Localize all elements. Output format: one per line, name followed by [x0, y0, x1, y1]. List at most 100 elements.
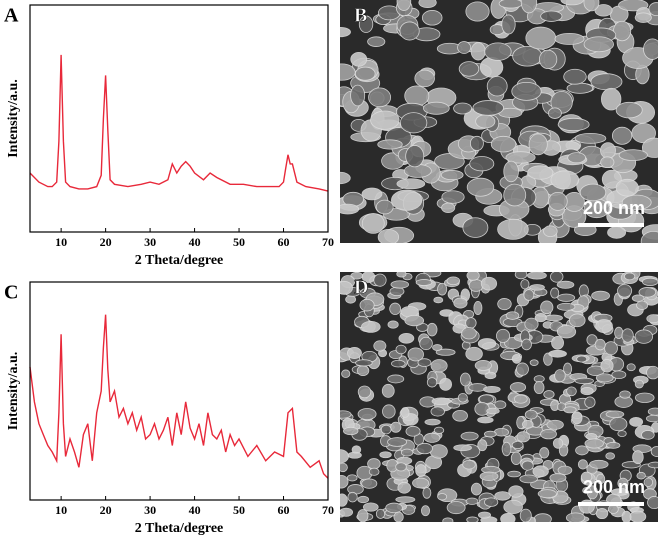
particle	[497, 218, 529, 240]
panel-label: D	[354, 277, 368, 299]
particle	[613, 20, 632, 42]
particle	[640, 230, 658, 243]
particle	[385, 502, 403, 514]
particle	[477, 416, 494, 424]
particle	[442, 517, 454, 522]
particle	[503, 183, 527, 207]
particle	[387, 374, 405, 384]
particle	[375, 508, 386, 519]
particle	[631, 294, 645, 302]
particle	[524, 409, 538, 420]
particle	[459, 372, 471, 387]
particle	[356, 365, 370, 377]
x-tick-label: 10	[55, 503, 67, 517]
particle	[594, 338, 606, 351]
particle	[340, 280, 353, 295]
panel-label: C	[4, 282, 18, 304]
particle	[527, 165, 554, 180]
particle	[340, 507, 354, 517]
panel-label: B	[354, 5, 367, 27]
particle	[452, 410, 468, 422]
particle	[629, 416, 644, 427]
particle	[465, 317, 477, 329]
particle	[377, 139, 403, 150]
particle	[361, 213, 385, 234]
particle	[511, 441, 524, 450]
particle	[490, 135, 517, 153]
particle	[473, 300, 483, 315]
particle	[528, 133, 548, 156]
particle	[396, 178, 426, 190]
particle	[395, 496, 416, 503]
particle	[475, 114, 496, 129]
particle	[510, 451, 522, 465]
particle	[634, 379, 644, 389]
particle	[607, 226, 627, 239]
particle	[540, 300, 554, 315]
particle	[390, 280, 410, 289]
particle	[474, 401, 490, 416]
particle	[417, 358, 432, 367]
particle	[340, 449, 349, 464]
particle	[469, 156, 495, 172]
particle	[484, 497, 499, 507]
particle	[580, 471, 593, 483]
particle	[615, 178, 639, 197]
particle	[433, 296, 444, 304]
particle	[400, 407, 410, 418]
particle	[423, 432, 441, 443]
particle	[533, 381, 545, 395]
particle	[486, 407, 500, 415]
particle	[645, 414, 658, 423]
particle	[430, 406, 445, 417]
particle	[415, 464, 427, 477]
particle	[509, 382, 527, 393]
particle	[465, 1, 490, 22]
y-axis-label: Intensity/a.u.	[6, 352, 21, 431]
particle	[373, 273, 387, 287]
particle	[501, 14, 516, 35]
particle	[505, 311, 520, 320]
particle	[439, 377, 453, 391]
particle	[340, 462, 348, 473]
particle	[361, 187, 383, 201]
particle	[405, 145, 425, 168]
particle	[634, 392, 655, 403]
particle	[477, 439, 488, 452]
particle	[646, 365, 658, 380]
particle	[461, 327, 477, 340]
particle	[465, 497, 479, 505]
particle	[626, 363, 636, 372]
particle	[584, 396, 596, 408]
particle	[466, 272, 480, 281]
particle	[603, 341, 618, 356]
scale-bar-label: 200 nm	[583, 198, 645, 218]
particle	[393, 511, 404, 522]
particle	[554, 32, 585, 45]
x-tick-label: 20	[100, 503, 112, 517]
particle	[596, 473, 606, 485]
particle	[362, 502, 379, 512]
particle	[557, 465, 573, 475]
particle	[643, 38, 658, 60]
particle	[483, 430, 497, 438]
particle	[484, 42, 512, 61]
particle	[574, 132, 607, 144]
particle	[648, 2, 658, 17]
particle	[390, 421, 402, 433]
particle	[340, 493, 348, 507]
particle	[617, 430, 627, 437]
particle	[538, 49, 558, 70]
particle	[544, 314, 563, 322]
particle	[380, 424, 392, 435]
particle	[650, 446, 658, 457]
particle	[405, 425, 421, 437]
particle	[557, 293, 576, 302]
particle	[395, 344, 407, 355]
particle	[619, 390, 631, 399]
particle	[566, 82, 594, 94]
particle	[546, 419, 564, 430]
particle	[563, 406, 577, 414]
scale-bar-label: 200 nm	[583, 477, 645, 497]
particle	[370, 110, 400, 130]
